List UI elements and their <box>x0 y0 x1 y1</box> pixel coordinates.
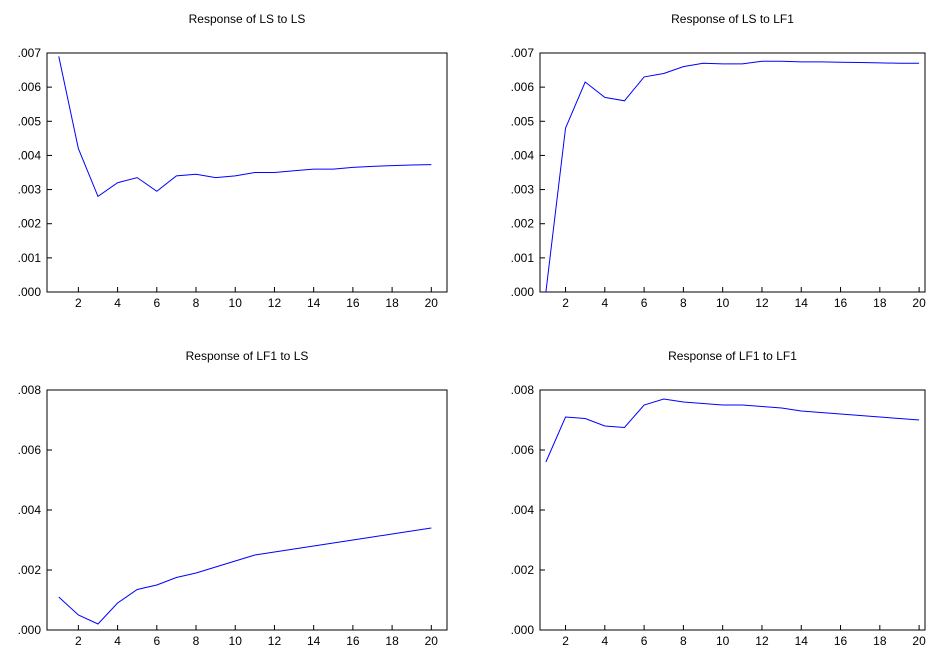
y-tick-label: .005 <box>511 114 535 128</box>
y-tick-label: .006 <box>18 80 42 94</box>
x-tick-label: 14 <box>307 634 321 648</box>
x-tick-label: 20 <box>912 634 926 648</box>
y-tick-label: .002 <box>18 563 42 577</box>
y-tick-label: .000 <box>511 285 535 299</box>
chart-title: Response of LF1 to LS <box>186 349 309 363</box>
x-tick-label: 14 <box>795 634 809 648</box>
line <box>58 56 432 198</box>
y-tick-label: .000 <box>18 623 42 637</box>
x-tick-label: 10 <box>716 296 730 310</box>
x-tick-label: 16 <box>834 634 848 648</box>
x-tick-label: 16 <box>346 296 360 310</box>
y-tick-label: .005 <box>18 114 42 128</box>
x-tick-label: 6 <box>153 634 160 648</box>
x-tick-label: 4 <box>114 634 121 648</box>
x-tick-label: 12 <box>268 296 282 310</box>
y-tick-label: .003 <box>18 183 42 197</box>
y-tick-label: .008 <box>511 383 535 397</box>
x-tick-label: 12 <box>755 296 769 310</box>
y-tick-label: .000 <box>18 285 42 299</box>
x-tick-label: 8 <box>680 296 687 310</box>
x-tick-label: 6 <box>641 634 648 648</box>
x-tick-label: 6 <box>641 296 648 310</box>
x-tick-label: 2 <box>75 634 82 648</box>
y-tick-label: .002 <box>511 217 535 231</box>
y-tick-label: .002 <box>18 217 42 231</box>
x-tick-label: 14 <box>795 296 809 310</box>
x-tick-label: 20 <box>912 296 926 310</box>
x-tick-label: 18 <box>385 634 399 648</box>
x-tick-label: 10 <box>229 634 243 648</box>
x-tick-label: 14 <box>307 296 321 310</box>
x-tick-label: 10 <box>229 296 243 310</box>
plot-frame <box>46 52 448 293</box>
y-tick-label: .001 <box>511 251 535 265</box>
y-tick-label: .000 <box>511 623 535 637</box>
chart-title: Response of LF1 to LF1 <box>668 349 797 363</box>
line <box>58 527 432 625</box>
x-tick-label: 8 <box>193 296 200 310</box>
x-tick-label: 16 <box>834 296 848 310</box>
x-tick-label: 4 <box>114 296 121 310</box>
x-tick-label: 2 <box>562 634 569 648</box>
y-tick-label: .007 <box>18 46 42 60</box>
x-tick-label: 4 <box>601 634 608 648</box>
x-tick-label: 20 <box>425 634 439 648</box>
chart-title: Response of LS to LF1 <box>671 12 794 26</box>
line <box>545 60 920 293</box>
x-tick-label: 8 <box>193 634 200 648</box>
y-tick-label: .001 <box>18 251 42 265</box>
x-tick-label: 16 <box>346 634 360 648</box>
y-tick-label: .004 <box>511 148 535 162</box>
y-tick-label: .006 <box>18 443 42 457</box>
chart-title: Response of LS to LS <box>189 12 306 26</box>
y-tick-label: .006 <box>511 443 535 457</box>
x-tick-label: 4 <box>601 296 608 310</box>
x-tick-label: 6 <box>153 296 160 310</box>
y-tick-label: .007 <box>511 46 535 60</box>
y-tick-label: .004 <box>18 148 42 162</box>
x-tick-label: 20 <box>425 296 439 310</box>
x-tick-label: 10 <box>716 634 730 648</box>
x-tick-label: 18 <box>873 296 887 310</box>
x-tick-label: 12 <box>755 634 769 648</box>
line <box>545 398 920 463</box>
plot-frame <box>539 52 926 293</box>
plot-frame <box>539 389 926 631</box>
y-tick-label: .003 <box>511 183 535 197</box>
y-tick-label: .002 <box>511 563 535 577</box>
y-tick-label: .006 <box>511 80 535 94</box>
y-tick-label: .004 <box>511 503 535 517</box>
x-tick-label: 18 <box>873 634 887 648</box>
x-tick-label: 2 <box>75 296 82 310</box>
y-tick-label: .004 <box>18 503 42 517</box>
x-tick-label: 8 <box>680 634 687 648</box>
y-tick-label: .008 <box>18 383 42 397</box>
x-tick-label: 12 <box>268 634 282 648</box>
x-tick-label: 18 <box>385 296 399 310</box>
x-tick-label: 2 <box>562 296 569 310</box>
plot-frame <box>46 389 448 631</box>
